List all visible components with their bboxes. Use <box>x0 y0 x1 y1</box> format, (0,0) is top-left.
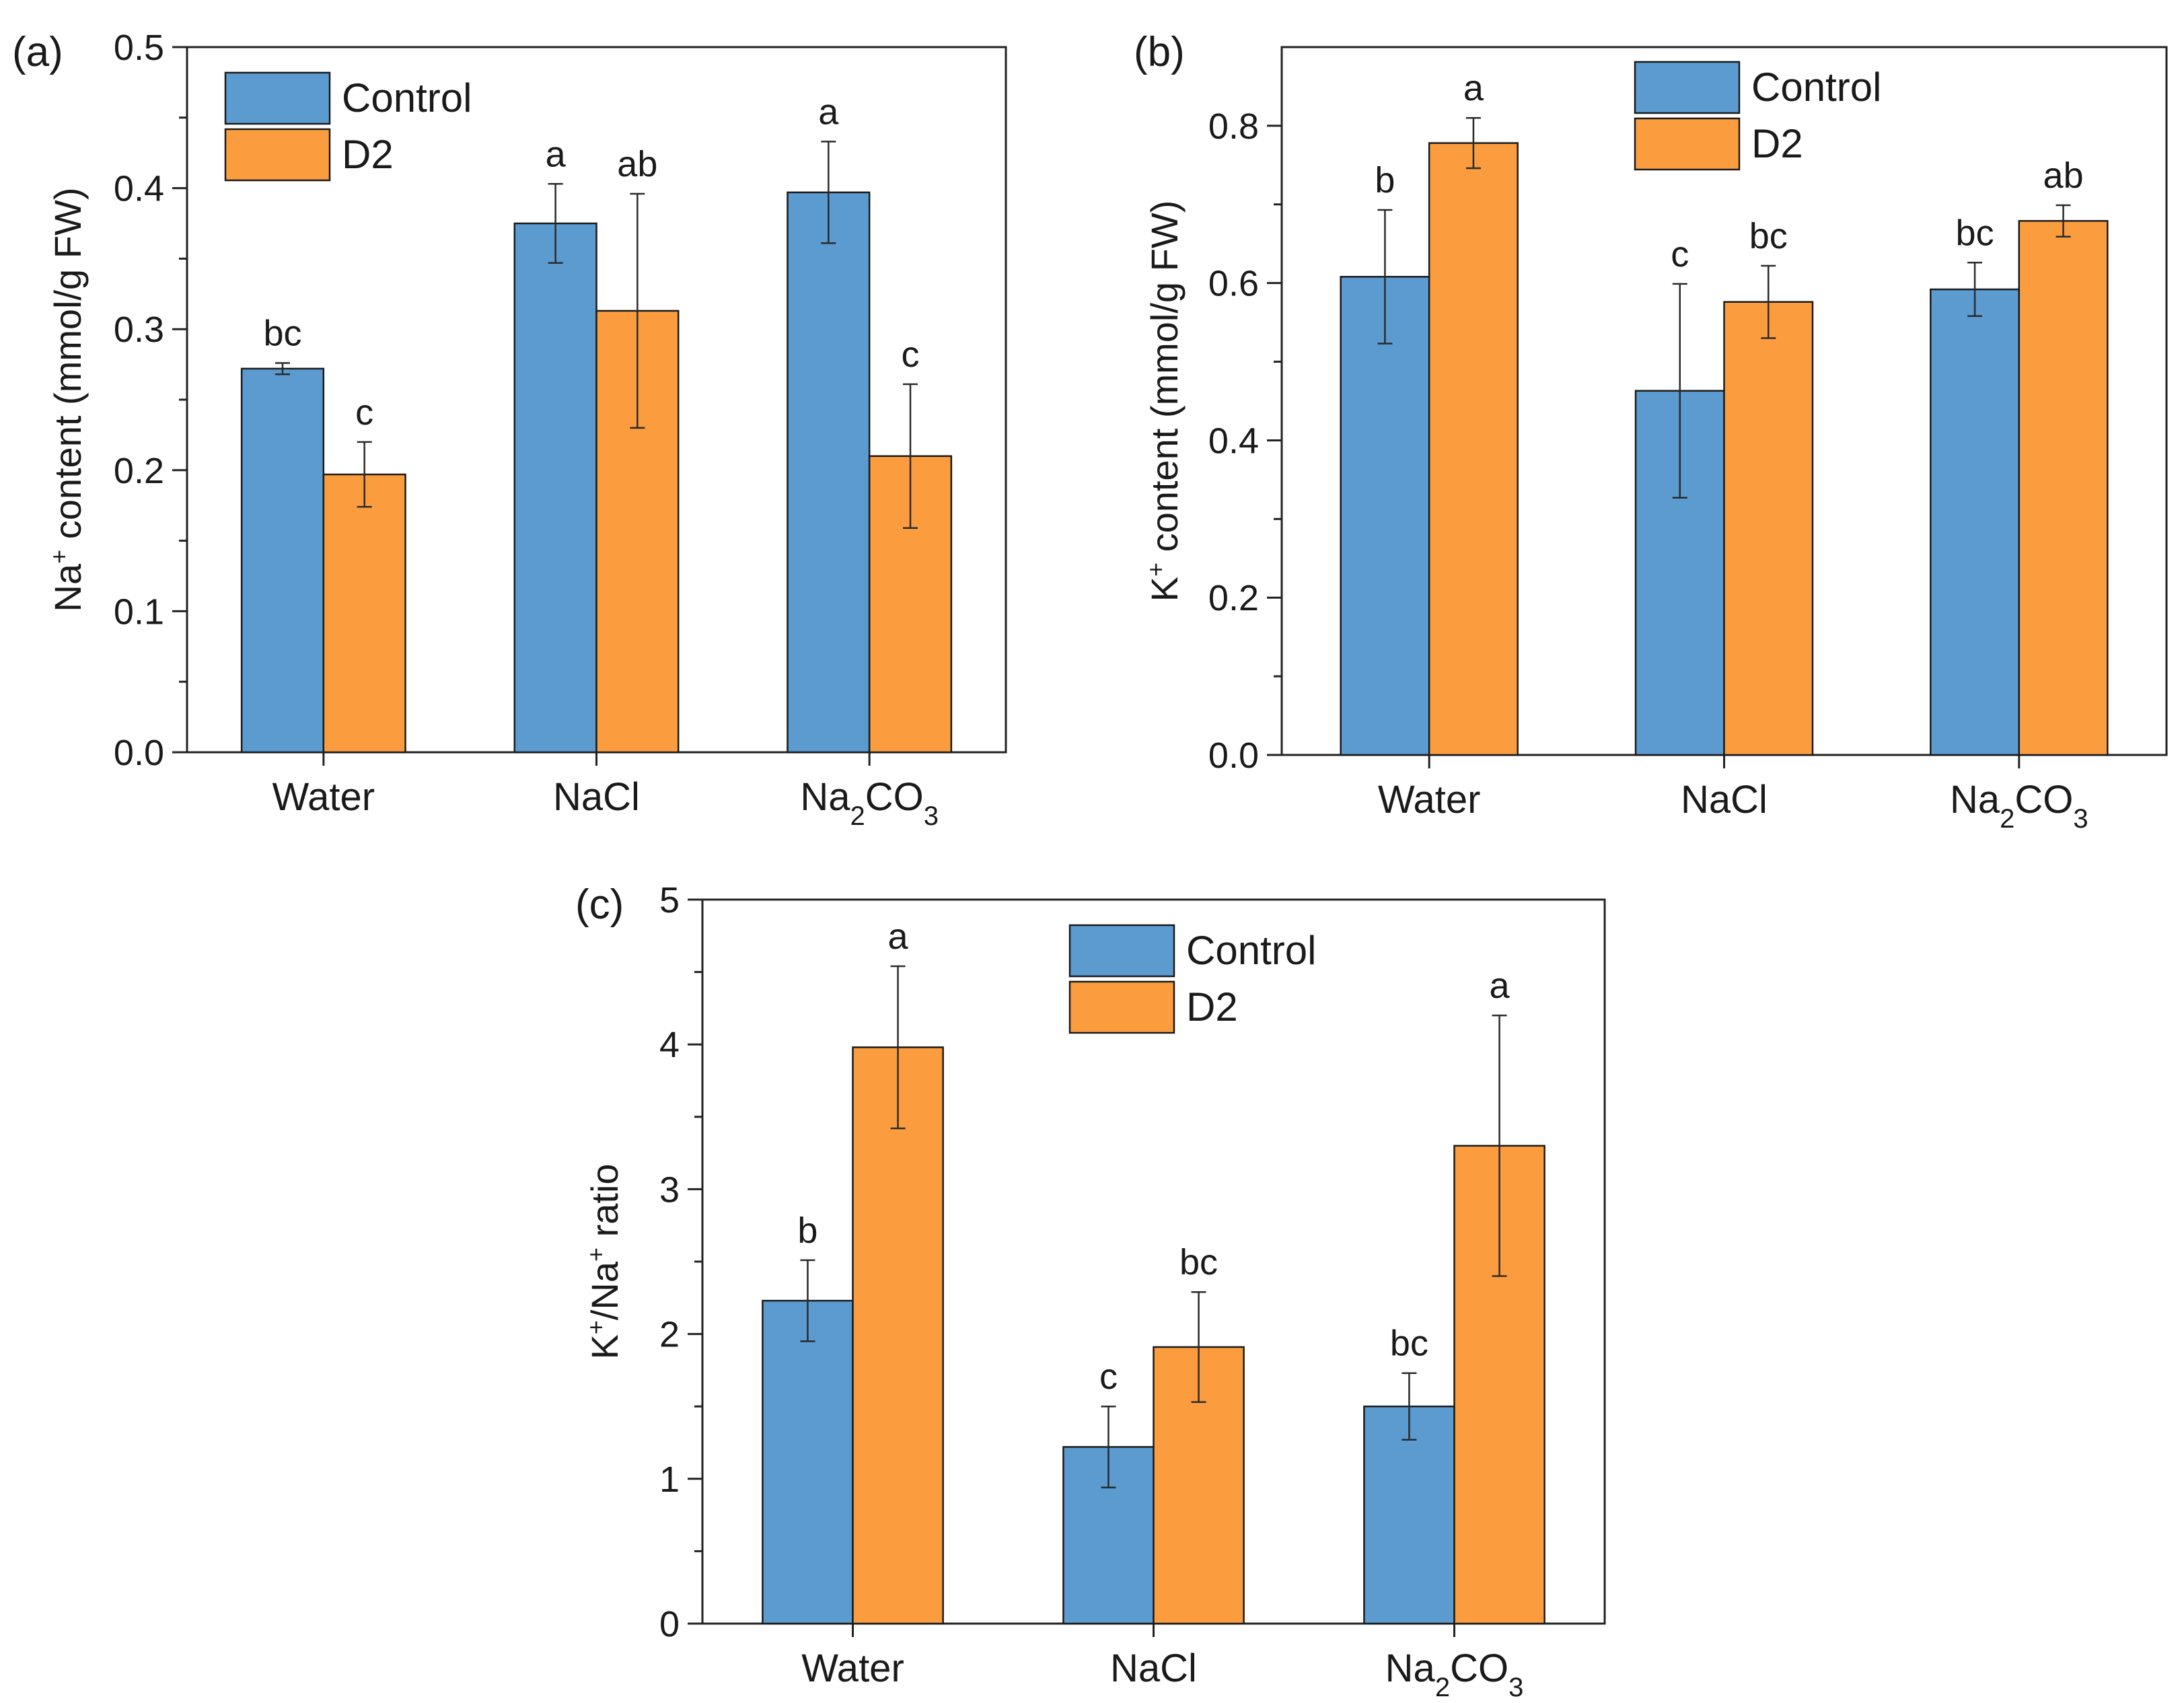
y-tick-label: 0.5 <box>114 28 164 68</box>
significance-letter: bc <box>1179 1242 1218 1282</box>
legend-swatch-d2 <box>224 128 331 182</box>
significance-letter: a <box>818 92 839 132</box>
significance-letter: b <box>1375 160 1395 201</box>
y-axis-title: K+/Na+ ratio <box>582 1163 626 1359</box>
significance-letter: bc <box>1956 213 1994 253</box>
bar-control <box>1340 276 1430 756</box>
bar-d2 <box>322 473 406 754</box>
error-bar <box>800 1259 815 1342</box>
significance-letter: a <box>1490 966 1510 1006</box>
bar-control <box>1930 288 2021 756</box>
y-tick-label: 0.4 <box>114 169 164 209</box>
bar-control <box>513 222 597 754</box>
error-bar <box>275 362 290 375</box>
panel-c: 0 1 2 3 4 5 K+/Na+ ratio (c) Water b a NaCl c bc Na2CO… <box>575 880 1606 1702</box>
bar-d2 <box>1428 142 1519 756</box>
x-category-label: Na2CO3 <box>800 775 939 831</box>
legend-swatch-control <box>224 71 331 125</box>
error-bar <box>1377 209 1393 345</box>
bar-d2 <box>852 1046 944 1625</box>
significance-letter: c <box>1671 234 1689 275</box>
y-tick-label: 0.0 <box>114 733 164 773</box>
error-bar <box>1492 1014 1507 1277</box>
panel-b: 0.0 0.2 0.4 0.6 0.8 K+ content (mmol/g FW) (b)… <box>1134 29 2168 834</box>
error-bar <box>1465 116 1481 170</box>
y-tick-label: 3 <box>659 1169 680 1210</box>
y-tick-label: 0.6 <box>1208 264 1259 304</box>
y-axis-title: K+ content (mmol/g FW) <box>1142 201 1186 602</box>
x-category-label: NaCl <box>1110 1646 1197 1690</box>
panel-label: (b) <box>1134 29 1185 75</box>
y-tick-label: 0.0 <box>1208 735 1259 776</box>
panel-label: (c) <box>575 881 624 928</box>
legend-label-d2: D2 <box>1186 984 1238 1029</box>
y-tick-label: 0.2 <box>114 451 164 491</box>
y-tick-label: 5 <box>659 880 680 920</box>
x-category-label: Water <box>272 775 375 819</box>
y-tick-label: 4 <box>659 1025 680 1065</box>
error-bar <box>2055 204 2071 238</box>
error-bar <box>1967 262 1983 318</box>
x-category-label: Na2CO3 <box>1385 1646 1524 1702</box>
legend-label-control: Control <box>342 75 472 120</box>
error-bar <box>630 192 645 429</box>
legend: Control D2 <box>1068 924 1316 1034</box>
bar-control <box>240 367 325 754</box>
bar-d2 <box>2018 220 2109 756</box>
y-tick-label: 0.8 <box>1208 106 1259 147</box>
legend-label-control: Control <box>1186 928 1316 973</box>
legend-label-control: Control <box>1751 65 1881 110</box>
y-tick-label: 0.1 <box>114 591 164 632</box>
y-tick-label: 2 <box>659 1315 680 1355</box>
legend: Control D2 <box>224 71 472 182</box>
legend-swatch-control <box>1068 924 1175 978</box>
legend-swatch-d2 <box>1634 117 1741 171</box>
bar-control <box>1363 1405 1455 1625</box>
error-bar <box>1672 283 1687 499</box>
significance-letter: ab <box>617 144 657 184</box>
significance-letter: c <box>902 334 920 375</box>
legend: Control D2 <box>1634 61 1881 171</box>
error-bar <box>903 383 918 529</box>
bar-control <box>787 191 871 754</box>
significance-letter: a <box>1463 68 1484 108</box>
significance-letter: bc <box>1390 1324 1428 1364</box>
significance-letter: c <box>1099 1356 1118 1397</box>
y-tick-label: 0.3 <box>114 310 164 350</box>
error-bar <box>1191 1291 1206 1403</box>
panel-a: 0.0 0.1 0.2 0.3 0.4 0.5 Na+ content (mmol/g FW… <box>12 28 1007 831</box>
bar-d2 <box>1723 301 1814 756</box>
significance-letter: bc <box>263 314 301 354</box>
error-bar <box>357 441 372 508</box>
significance-letter: a <box>546 134 567 174</box>
y-tick-label: 1 <box>659 1459 680 1500</box>
y-axis-title: Na+ content (mmol/g FW) <box>45 188 89 612</box>
bar-control <box>762 1299 854 1625</box>
error-bar <box>1761 264 1776 339</box>
error-bar <box>890 965 906 1130</box>
significance-letter: b <box>797 1210 817 1251</box>
x-category-label: NaCl <box>553 775 640 819</box>
y-tick-label: 0.4 <box>1208 421 1259 461</box>
error-bar <box>1402 1372 1417 1441</box>
error-bar <box>548 183 563 264</box>
x-category-label: Water <box>1378 778 1481 822</box>
significance-letter: bc <box>1749 216 1788 256</box>
significance-letter: ab <box>2043 155 2084 196</box>
y-tick-label: 0 <box>659 1604 680 1644</box>
error-bar <box>821 141 836 244</box>
legend-label-d2: D2 <box>1751 121 1803 166</box>
y-tick-label: 0.2 <box>1208 578 1259 618</box>
legend-swatch-control <box>1634 61 1741 114</box>
error-bar <box>1101 1405 1116 1488</box>
x-category-label: Na2CO3 <box>1950 778 2088 834</box>
x-category-label: Water <box>801 1646 904 1690</box>
significance-letter: c <box>355 392 373 433</box>
x-category-label: NaCl <box>1681 778 1768 822</box>
panel-label: (a) <box>12 29 63 75</box>
legend-label-d2: D2 <box>342 132 394 177</box>
significance-letter: a <box>888 916 909 957</box>
legend-swatch-d2 <box>1068 980 1175 1034</box>
